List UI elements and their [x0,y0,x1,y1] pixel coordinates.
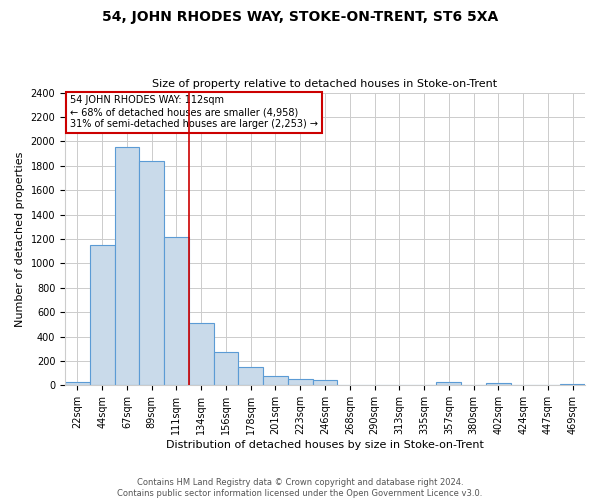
Bar [214,352,238,386]
Bar [189,323,214,386]
Bar [65,382,90,386]
Bar [313,380,337,386]
Bar [560,384,585,386]
Text: Contains HM Land Registry data © Crown copyright and database right 2024.
Contai: Contains HM Land Registry data © Crown c… [118,478,482,498]
Bar [263,376,288,386]
Bar [164,236,189,386]
Bar [139,161,164,386]
Bar [238,367,263,386]
Bar [436,382,461,386]
Bar [288,379,313,386]
Bar [90,245,115,386]
Title: Size of property relative to detached houses in Stoke-on-Trent: Size of property relative to detached ho… [152,79,497,89]
Text: 54, JOHN RHODES WAY, STOKE-ON-TRENT, ST6 5XA: 54, JOHN RHODES WAY, STOKE-ON-TRENT, ST6… [102,10,498,24]
Bar [115,148,139,386]
Bar [486,383,511,386]
X-axis label: Distribution of detached houses by size in Stoke-on-Trent: Distribution of detached houses by size … [166,440,484,450]
Y-axis label: Number of detached properties: Number of detached properties [15,152,25,326]
Text: 54 JOHN RHODES WAY: 112sqm
← 68% of detached houses are smaller (4,958)
31% of s: 54 JOHN RHODES WAY: 112sqm ← 68% of deta… [70,96,318,128]
